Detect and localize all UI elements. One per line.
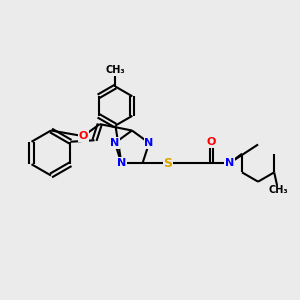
Text: N: N	[110, 138, 119, 148]
Text: N: N	[145, 138, 154, 148]
Text: N: N	[117, 158, 126, 168]
Text: S: S	[164, 157, 172, 169]
Text: O: O	[79, 131, 88, 141]
Text: O: O	[207, 137, 216, 147]
Text: N: N	[225, 158, 234, 168]
Text: CH₃: CH₃	[269, 185, 289, 195]
Text: CH₃: CH₃	[106, 65, 125, 75]
